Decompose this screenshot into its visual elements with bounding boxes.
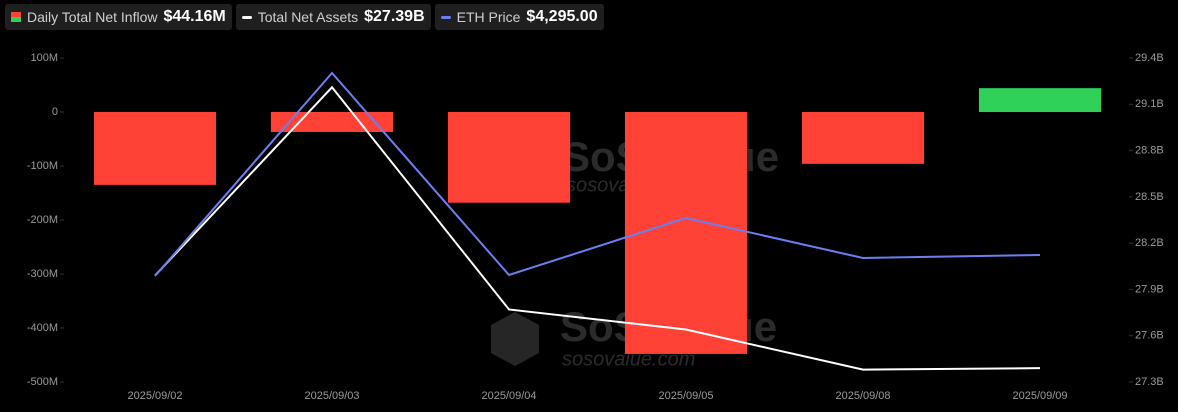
x-tick-label: 2025/09/04: [481, 390, 536, 402]
y2-tick-label: 28.8B: [1135, 144, 1164, 156]
y2-tick-label: 28.5B: [1135, 191, 1164, 203]
y-tick-label: -100M: [27, 160, 58, 172]
y-tick-label: 100M: [30, 52, 58, 64]
legend-value: $27.39B: [364, 8, 425, 25]
legend-name: ETH Price: [456, 9, 521, 25]
legend-value: $4,295.00: [526, 8, 598, 25]
legend-icon: [241, 15, 252, 19]
legend-item: Total Net Assets $27.39B: [235, 4, 431, 30]
x-tick-label: 2025/09/03: [304, 390, 359, 402]
y-tick-label: -200M: [27, 214, 58, 226]
legend-name: Total Net Assets: [257, 9, 359, 25]
y2-tick-label: 29.1B: [1135, 98, 1164, 110]
y-tick-label: -400M: [27, 322, 58, 334]
x-tick-label: 2025/09/09: [1012, 390, 1067, 402]
x-tick-label: 2025/09/05: [658, 390, 713, 402]
bar: [801, 112, 925, 164]
bar: [624, 112, 748, 354]
x-tick-label: 2025/09/08: [835, 390, 890, 402]
legend-icon: [440, 15, 451, 19]
legend-name: Daily Total Net Inflow: [27, 9, 158, 25]
y2-tick-label: 29.4B: [1135, 52, 1164, 64]
watermark-logo: [491, 312, 539, 366]
bar: [978, 88, 1102, 112]
y2-tick-label: 27.9B: [1135, 283, 1164, 295]
y2-tick-label: 28.2B: [1135, 237, 1164, 249]
y2-tick-label: 27.6B: [1135, 330, 1164, 342]
y-tick-label: -300M: [27, 268, 58, 280]
legend-value: $44.16M: [163, 8, 226, 25]
bar: [93, 112, 217, 185]
line: [154, 85, 1041, 371]
y2-tick-label: 27.3B: [1135, 376, 1164, 388]
legend-item: Daily Total Net Inflow $44.16M: [5, 4, 232, 30]
legend-icon: [11, 12, 21, 22]
x-tick-label: 2025/09/02: [127, 390, 182, 402]
y-tick-label: 0: [52, 106, 58, 118]
bar: [447, 112, 571, 203]
legend: Daily Total Net Inflow $44.16M Total Net…: [5, 4, 604, 30]
line: [154, 71, 1041, 277]
y-tick-label: -500M: [27, 376, 58, 388]
legend-item: ETH Price $4,295.00: [434, 4, 604, 30]
